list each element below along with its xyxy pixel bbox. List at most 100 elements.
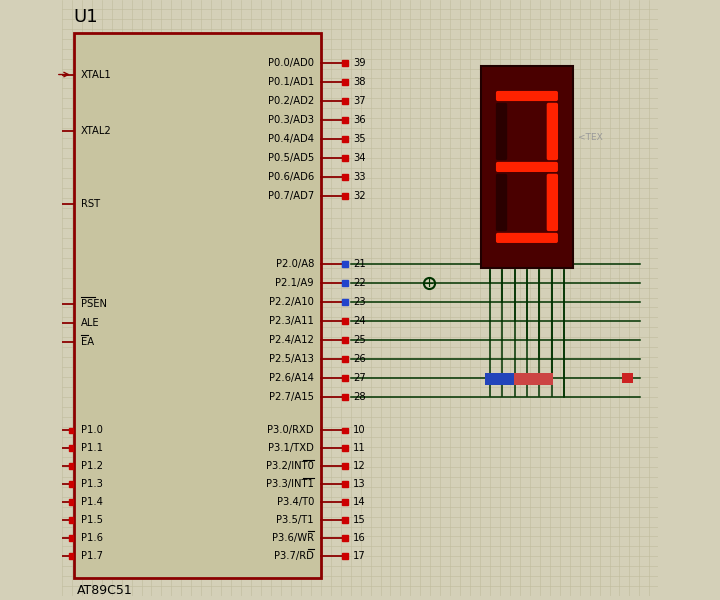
Bar [342, 428, 348, 433]
Bar [51, 71, 55, 77]
Text: P1.3: P1.3 [81, 479, 103, 489]
Text: P3.4/T0: P3.4/T0 [276, 497, 314, 507]
Bar [342, 117, 348, 123]
Bar [481, 65, 573, 268]
Text: ALE: ALE [81, 318, 99, 328]
Text: P1.7: P1.7 [81, 551, 103, 560]
Bar [51, 201, 55, 207]
Text: <TEX: <TEX [578, 133, 603, 142]
Text: P3.1/TXD: P3.1/TXD [269, 443, 314, 454]
Text: P2.6/A14: P2.6/A14 [269, 373, 314, 383]
Bar [342, 356, 348, 362]
Text: P2.2/A10: P2.2/A10 [269, 296, 314, 307]
Text: 38: 38 [353, 77, 365, 86]
Bar [342, 463, 348, 469]
Bar [342, 445, 348, 451]
Bar [342, 553, 348, 559]
FancyBboxPatch shape [496, 233, 558, 243]
Text: EA: EA [81, 337, 94, 347]
Text: P2.0/A8: P2.0/A8 [276, 259, 314, 269]
Bar [51, 339, 55, 345]
Bar [69, 445, 73, 451]
Bar [342, 517, 348, 523]
Bar [342, 299, 348, 305]
Bar [51, 517, 55, 523]
Bar [342, 155, 348, 161]
Text: P3.6/WR: P3.6/WR [272, 533, 314, 543]
Bar [342, 481, 348, 487]
Text: 35: 35 [353, 134, 366, 144]
Text: RST: RST [81, 199, 100, 209]
Bar [74, 33, 321, 578]
Bar [342, 499, 348, 505]
Text: P1.5: P1.5 [81, 515, 103, 525]
FancyBboxPatch shape [496, 233, 558, 243]
Text: P0.5/AD5: P0.5/AD5 [268, 153, 314, 163]
Text: AT89C51: AT89C51 [77, 584, 132, 598]
Text: XTAL2: XTAL2 [81, 126, 112, 136]
Bar [51, 499, 55, 505]
Bar [342, 136, 348, 142]
FancyBboxPatch shape [496, 91, 558, 101]
Text: P3.7/RD: P3.7/RD [274, 551, 314, 560]
Bar [51, 463, 55, 469]
Text: P3.5/T1: P3.5/T1 [276, 515, 314, 525]
Bar [342, 535, 348, 541]
Text: 15: 15 [353, 515, 366, 525]
FancyBboxPatch shape [496, 103, 507, 160]
Bar [69, 463, 73, 469]
Text: P0.6/AD6: P0.6/AD6 [268, 172, 314, 182]
Text: 23: 23 [353, 296, 366, 307]
Text: 37: 37 [353, 96, 366, 106]
Text: P2.4/A12: P2.4/A12 [269, 335, 314, 345]
Text: 33: 33 [353, 172, 365, 182]
Text: P0.0/AD0: P0.0/AD0 [268, 58, 314, 68]
Text: P3.2/INT0: P3.2/INT0 [266, 461, 314, 471]
Bar [342, 394, 348, 400]
Text: P1.4: P1.4 [81, 497, 103, 507]
Bar [51, 535, 55, 541]
Text: XTAL1: XTAL1 [81, 70, 112, 80]
Text: 14: 14 [353, 497, 366, 507]
Text: 16: 16 [353, 533, 366, 543]
Text: P0.1/AD1: P0.1/AD1 [268, 77, 314, 86]
Bar [69, 553, 73, 559]
Text: P1.1: P1.1 [81, 443, 103, 454]
Text: 11: 11 [353, 443, 366, 454]
Text: 27: 27 [353, 373, 366, 383]
Text: 21: 21 [353, 259, 366, 269]
Bar [622, 373, 633, 383]
FancyBboxPatch shape [496, 162, 558, 172]
Text: P1.6: P1.6 [81, 533, 103, 543]
Text: 25: 25 [353, 335, 366, 345]
Text: P0.2/AD2: P0.2/AD2 [268, 96, 314, 106]
Text: 32: 32 [353, 191, 366, 201]
Bar [51, 445, 55, 451]
Text: 36: 36 [353, 115, 366, 125]
Text: 10: 10 [353, 425, 366, 436]
FancyBboxPatch shape [546, 103, 558, 160]
Bar [342, 318, 348, 324]
Text: P2.3/A11: P2.3/A11 [269, 316, 314, 326]
Bar [69, 535, 73, 541]
Text: 28: 28 [353, 392, 366, 402]
Bar [342, 375, 348, 381]
Bar [69, 499, 73, 505]
Text: 26: 26 [353, 354, 366, 364]
Bar [342, 59, 348, 65]
Text: U1: U1 [74, 8, 99, 26]
Text: 17: 17 [353, 551, 366, 560]
Text: P3.3/INT1: P3.3/INT1 [266, 479, 314, 489]
Text: PSEN: PSEN [81, 299, 107, 309]
FancyBboxPatch shape [496, 174, 507, 231]
Bar [342, 79, 348, 85]
Bar [69, 517, 73, 523]
Bar [342, 98, 348, 104]
Text: P2.1/A9: P2.1/A9 [276, 278, 314, 287]
Bar [342, 280, 348, 286]
Text: 13: 13 [353, 479, 366, 489]
Text: P3.0/RXD: P3.0/RXD [267, 425, 314, 436]
Bar [51, 320, 55, 326]
FancyBboxPatch shape [546, 174, 558, 231]
Text: P0.4/AD4: P0.4/AD4 [268, 134, 314, 144]
